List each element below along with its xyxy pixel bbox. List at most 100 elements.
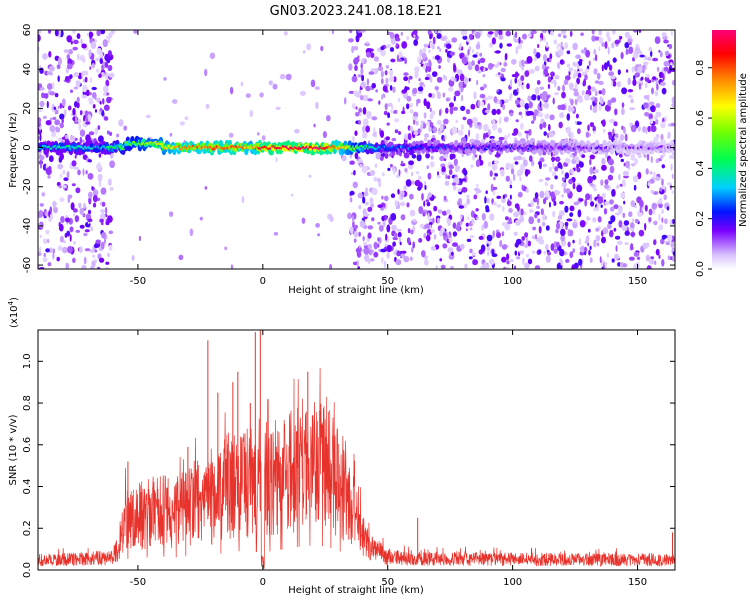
heatmap-cell xyxy=(48,51,52,58)
heatmap-cell xyxy=(462,116,467,121)
heatmap-cell xyxy=(359,112,362,117)
heatmap-cell xyxy=(475,51,479,56)
heatmap-cell xyxy=(537,112,544,118)
heatmap-cell xyxy=(671,255,675,262)
heatmap-cell xyxy=(539,123,543,130)
heatmap-cell xyxy=(624,242,629,246)
heatmap-cell xyxy=(38,30,42,35)
heatmap-cell xyxy=(53,106,57,110)
heatmap-cell xyxy=(361,74,365,82)
heatmap-cell xyxy=(448,237,453,243)
heatmap-cell xyxy=(615,212,621,216)
heatmap-cell xyxy=(669,154,675,160)
heatmap-cell xyxy=(313,123,316,128)
heatmap-cell xyxy=(361,58,365,64)
heatmap-cell xyxy=(348,38,354,43)
heatmap-cell xyxy=(60,216,65,223)
heatmap-cell xyxy=(644,55,647,61)
heatmap-cell xyxy=(596,242,600,247)
heatmap-cell xyxy=(424,258,429,266)
heatmap-cell xyxy=(45,120,52,126)
snr-ytick-label: 0.4 xyxy=(22,479,33,495)
heatmap-cell xyxy=(628,256,635,261)
heatmap-cell xyxy=(465,222,469,227)
heatmap-cell xyxy=(107,178,112,187)
heatmap-cell xyxy=(619,154,623,158)
heatmap-cell xyxy=(502,206,505,212)
heatmap-cell xyxy=(583,78,587,87)
heatmap-cell xyxy=(436,171,440,176)
heatmap-cell xyxy=(436,119,442,126)
heatmap-cell xyxy=(409,256,413,261)
heatmap-cell xyxy=(422,212,426,217)
heatmap-cell xyxy=(603,62,608,71)
heatmap-cell xyxy=(329,263,333,269)
heatmap-cell xyxy=(358,119,361,125)
heatmap-cell xyxy=(493,176,496,181)
heatmap-cell xyxy=(542,213,546,220)
heatmap-cell xyxy=(601,266,604,269)
heatmap-cell xyxy=(543,68,548,76)
heatmap-cell xyxy=(613,204,619,210)
heatmap-cell xyxy=(587,124,590,132)
heatmap-cell xyxy=(434,30,438,34)
heatmap-cell xyxy=(670,163,673,171)
heatmap-cell xyxy=(447,57,451,63)
heatmap-cell xyxy=(341,155,347,162)
heatmap-cell xyxy=(439,258,443,262)
heatmap-cell xyxy=(597,196,604,204)
heatmap-cell xyxy=(604,151,608,157)
heatmap-cell xyxy=(618,220,623,228)
heatmap-cell xyxy=(400,31,403,36)
heatmap-ytick-label: -20 xyxy=(22,179,33,195)
heatmap-cell xyxy=(96,68,100,73)
heatmap-cell xyxy=(431,71,438,77)
heatmap-cell xyxy=(47,262,52,267)
heatmap-cell xyxy=(520,122,524,130)
heatmap-cell xyxy=(663,194,667,201)
heatmap-cell xyxy=(72,107,76,116)
heatmap-cell xyxy=(671,96,675,105)
heatmap-cell xyxy=(423,136,428,142)
heatmap-cell xyxy=(553,189,560,196)
heatmap-cell xyxy=(38,221,44,229)
heatmap-cell xyxy=(564,205,569,213)
heatmap-cell xyxy=(82,56,85,64)
heatmap-cell xyxy=(569,132,574,140)
heatmap-cell xyxy=(403,72,409,76)
heatmap-cell xyxy=(423,98,427,107)
heatmap-cell xyxy=(442,137,446,142)
heatmap-cell xyxy=(108,230,114,235)
heatmap-cell xyxy=(538,241,545,245)
heatmap-cell xyxy=(600,204,603,208)
heatmap-cell xyxy=(466,198,470,205)
heatmap-cell xyxy=(581,90,585,96)
heatmap-cell xyxy=(534,87,540,95)
heatmap-cell xyxy=(601,88,606,96)
heatmap-cell xyxy=(360,81,367,88)
heatmap-cell xyxy=(224,246,228,251)
heatmap-cell xyxy=(377,243,380,248)
heatmap-cell xyxy=(654,36,661,44)
heatmap-cell xyxy=(407,228,411,234)
heatmap-cell xyxy=(578,258,583,266)
heatmap-cell xyxy=(106,35,112,39)
snr-ylabel: SNR (10 * v/v) xyxy=(8,414,19,485)
heatmap-cell xyxy=(78,123,82,131)
heatmap-cell xyxy=(478,235,484,240)
heatmap-cell xyxy=(619,134,625,141)
heatmap-cell xyxy=(598,36,604,44)
heatmap-cell xyxy=(434,86,439,91)
heatmap-cell xyxy=(531,159,535,167)
heatmap-cell xyxy=(632,175,639,183)
heatmap-marks xyxy=(38,30,675,269)
heatmap-cell xyxy=(445,97,450,102)
heatmap-cell xyxy=(559,200,564,205)
heatmap-cell xyxy=(514,161,519,165)
heatmap-cell xyxy=(65,262,69,269)
heatmap-cell xyxy=(172,99,178,104)
heatmap-cell xyxy=(425,152,430,159)
snr-xtick-label: -50 xyxy=(130,577,146,588)
heatmap-cell xyxy=(389,163,393,168)
heatmap-cell xyxy=(456,224,461,232)
